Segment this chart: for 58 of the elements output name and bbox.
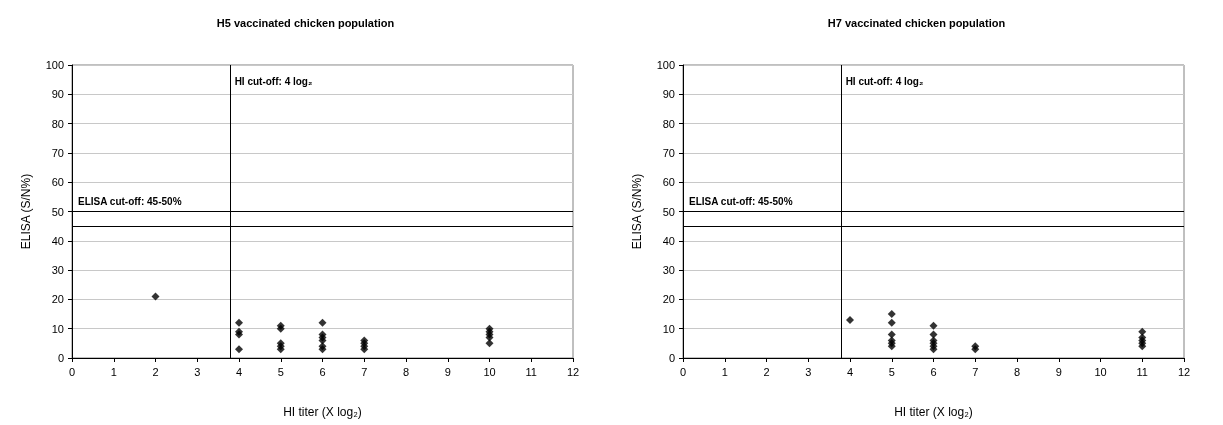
x-tick-label: 12 — [1177, 365, 1191, 378]
y-tick-label: 90 — [51, 88, 64, 101]
y-tick-label: 100 — [656, 59, 675, 71]
y-tick-label: 30 — [662, 264, 675, 277]
y-tick-label: 90 — [662, 88, 675, 101]
y-tick-label: 80 — [662, 117, 675, 130]
x-tick-label: 1 — [721, 365, 728, 378]
x-tick-label: 7 — [972, 365, 979, 378]
annotation: ELISA cut-off: 45-50% — [78, 196, 182, 207]
ref-line-label: HI cut-off: 4 log₂ — [234, 75, 313, 87]
y-tick-label: 0 — [57, 352, 64, 364]
x-tick-label: 3 — [805, 365, 812, 378]
y-tick-label: 80 — [51, 117, 64, 130]
ref-line-label: HI cut-off: 4 log₂ — [845, 75, 924, 87]
x-tick-label: 10 — [1094, 365, 1107, 378]
x-tick-label: 3 — [194, 365, 201, 378]
x-tick-label: 1 — [110, 365, 117, 378]
x-tick-label: 11 — [525, 365, 537, 378]
y-axis-title: ELISA (S/N%) — [19, 173, 33, 250]
x-tick-label: 2 — [152, 365, 159, 378]
x-tick-label: 8 — [402, 365, 410, 378]
y-tick-label: 50 — [662, 205, 675, 218]
y-tick-label: 60 — [662, 176, 675, 189]
y-tick-label: 40 — [51, 234, 64, 247]
y-tick-label: 0 — [668, 352, 675, 364]
y-axis-title: ELISA (S/N%) — [630, 173, 644, 250]
x-tick-label: 8 — [1013, 365, 1021, 378]
x-tick-label: 6 — [319, 365, 326, 378]
chart-title: H7 vaccinated chicken population — [827, 16, 1006, 29]
x-tick-label: 2 — [763, 365, 770, 378]
annotation: ELISA cut-off: 45-50% — [689, 196, 793, 207]
x-tick-label: 10 — [483, 365, 496, 378]
x-tick-label: 7 — [361, 365, 368, 378]
x-axis-title: HI titer (X log₂) — [894, 405, 973, 419]
x-tick-label: 0 — [68, 365, 76, 378]
x-tick-label: 11 — [1136, 365, 1148, 378]
x-axis-title: HI titer (X log₂) — [283, 405, 362, 419]
y-tick-label: 70 — [51, 146, 64, 159]
x-tick-label: 4 — [235, 365, 243, 378]
x-tick-label: 5 — [888, 365, 895, 378]
x-tick-label: 6 — [930, 365, 937, 378]
x-tick-label: 12 — [566, 365, 580, 378]
y-tick-label: 50 — [51, 205, 64, 218]
x-tick-label: 9 — [1055, 365, 1062, 378]
y-tick-label: 20 — [51, 293, 64, 306]
y-tick-label: 10 — [51, 322, 64, 335]
y-tick-label: 10 — [662, 322, 675, 335]
x-tick-label: 0 — [679, 365, 687, 378]
y-tick-label: 60 — [51, 176, 64, 189]
y-tick-label: 70 — [662, 146, 675, 159]
y-tick-label: 30 — [51, 264, 64, 277]
y-tick-label: 20 — [662, 293, 675, 306]
y-tick-label: 100 — [45, 59, 64, 71]
x-tick-label: 4 — [846, 365, 854, 378]
y-tick-label: 40 — [662, 234, 675, 247]
x-tick-label: 9 — [444, 365, 451, 378]
chart-title: H5 vaccinated chicken population — [216, 16, 395, 29]
x-tick-label: 5 — [277, 365, 284, 378]
